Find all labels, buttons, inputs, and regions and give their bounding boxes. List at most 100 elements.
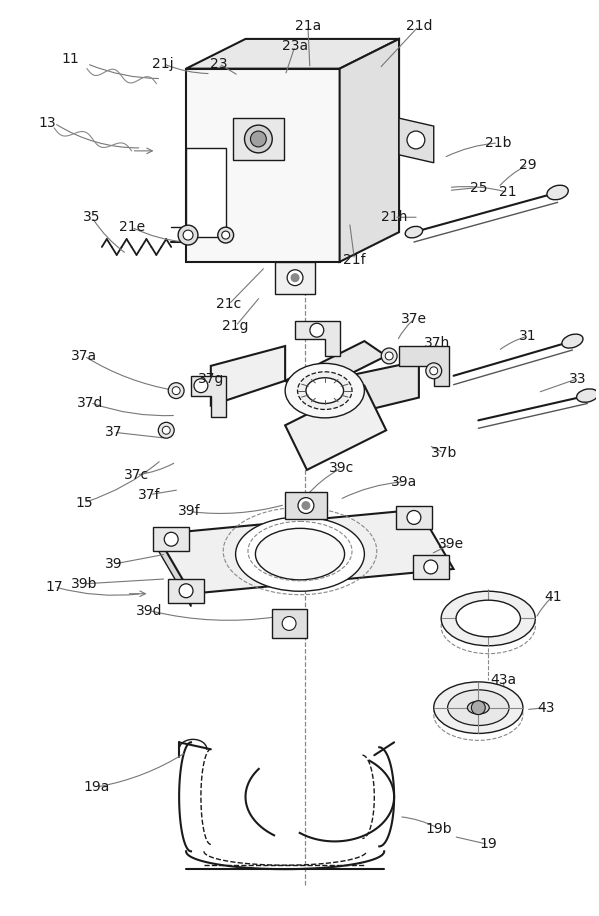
Ellipse shape	[235, 517, 364, 591]
Polygon shape	[399, 118, 434, 163]
Text: 15: 15	[75, 496, 93, 509]
Text: 29: 29	[519, 158, 537, 171]
Circle shape	[168, 383, 184, 398]
Ellipse shape	[441, 591, 536, 646]
Polygon shape	[285, 386, 386, 470]
Text: 37g: 37g	[198, 372, 224, 386]
Circle shape	[381, 348, 397, 364]
Text: 37d: 37d	[77, 396, 103, 409]
Circle shape	[287, 270, 303, 286]
Polygon shape	[325, 361, 419, 420]
Ellipse shape	[467, 702, 489, 714]
Text: 39c: 39c	[329, 461, 354, 474]
Circle shape	[385, 352, 393, 360]
Polygon shape	[168, 579, 204, 603]
Text: 43: 43	[537, 701, 555, 714]
Circle shape	[426, 363, 441, 378]
Text: 11: 11	[61, 51, 79, 66]
Polygon shape	[399, 346, 449, 386]
Text: 21h: 21h	[381, 211, 407, 224]
Polygon shape	[340, 38, 399, 262]
Text: 39e: 39e	[437, 537, 464, 551]
Circle shape	[429, 366, 438, 375]
Text: 19b: 19b	[425, 822, 452, 835]
Text: 41: 41	[544, 590, 561, 604]
Polygon shape	[186, 38, 399, 69]
Text: 25: 25	[470, 180, 487, 194]
Text: 43a: 43a	[490, 673, 516, 687]
Polygon shape	[295, 322, 340, 356]
Text: 37h: 37h	[423, 336, 450, 350]
Circle shape	[218, 227, 234, 243]
Circle shape	[164, 532, 178, 546]
Ellipse shape	[562, 334, 583, 348]
Text: 13: 13	[38, 116, 56, 130]
Text: 21d: 21d	[406, 19, 432, 33]
Circle shape	[310, 323, 324, 337]
Text: 21a: 21a	[295, 19, 321, 33]
Polygon shape	[273, 608, 307, 638]
Text: 33: 33	[568, 372, 586, 386]
Text: 23: 23	[210, 57, 228, 71]
Polygon shape	[186, 69, 340, 262]
Polygon shape	[285, 492, 326, 519]
Circle shape	[194, 378, 208, 393]
Circle shape	[407, 131, 425, 149]
Ellipse shape	[285, 364, 364, 418]
Text: 39f: 39f	[178, 505, 200, 518]
Text: 37a: 37a	[71, 349, 97, 363]
Text: 23a: 23a	[282, 38, 308, 53]
Text: 39d: 39d	[136, 604, 163, 617]
Text: 21c: 21c	[216, 298, 241, 311]
Circle shape	[250, 131, 267, 147]
Text: 37: 37	[105, 425, 122, 440]
Polygon shape	[275, 262, 315, 293]
Polygon shape	[285, 341, 386, 396]
Circle shape	[179, 583, 193, 598]
Text: 17: 17	[46, 580, 63, 594]
Text: 21f: 21f	[343, 253, 366, 267]
Circle shape	[183, 230, 193, 240]
Circle shape	[244, 125, 273, 153]
Ellipse shape	[255, 529, 344, 580]
Circle shape	[222, 231, 229, 239]
Ellipse shape	[456, 600, 521, 637]
Ellipse shape	[405, 226, 423, 238]
Text: 21: 21	[499, 185, 517, 200]
Polygon shape	[186, 147, 226, 237]
Text: 39b: 39b	[71, 577, 97, 591]
Text: 39a: 39a	[391, 474, 417, 489]
Polygon shape	[156, 534, 191, 606]
Circle shape	[178, 225, 198, 245]
Circle shape	[424, 560, 438, 574]
Circle shape	[158, 422, 174, 438]
Text: 37b: 37b	[431, 446, 457, 460]
Circle shape	[471, 701, 485, 714]
Text: 31: 31	[519, 329, 537, 344]
Text: 37e: 37e	[401, 312, 427, 326]
Ellipse shape	[298, 372, 352, 409]
Text: 39: 39	[105, 557, 123, 571]
Circle shape	[282, 616, 296, 630]
Circle shape	[291, 274, 299, 281]
Polygon shape	[156, 509, 453, 594]
Text: 19a: 19a	[84, 780, 110, 794]
Circle shape	[298, 497, 314, 514]
Ellipse shape	[447, 690, 509, 725]
Text: 37c: 37c	[124, 468, 149, 482]
Circle shape	[172, 387, 180, 395]
Ellipse shape	[306, 377, 344, 404]
Ellipse shape	[547, 185, 568, 200]
Text: 21b: 21b	[485, 136, 512, 150]
Ellipse shape	[434, 682, 523, 734]
Text: 37f: 37f	[138, 487, 161, 502]
Polygon shape	[396, 506, 432, 529]
Circle shape	[407, 510, 421, 524]
Text: 21j: 21j	[153, 57, 174, 71]
Polygon shape	[413, 555, 449, 579]
Circle shape	[302, 502, 310, 509]
Text: 35: 35	[83, 211, 101, 224]
Polygon shape	[153, 528, 189, 551]
Polygon shape	[211, 346, 285, 406]
Ellipse shape	[577, 389, 598, 402]
